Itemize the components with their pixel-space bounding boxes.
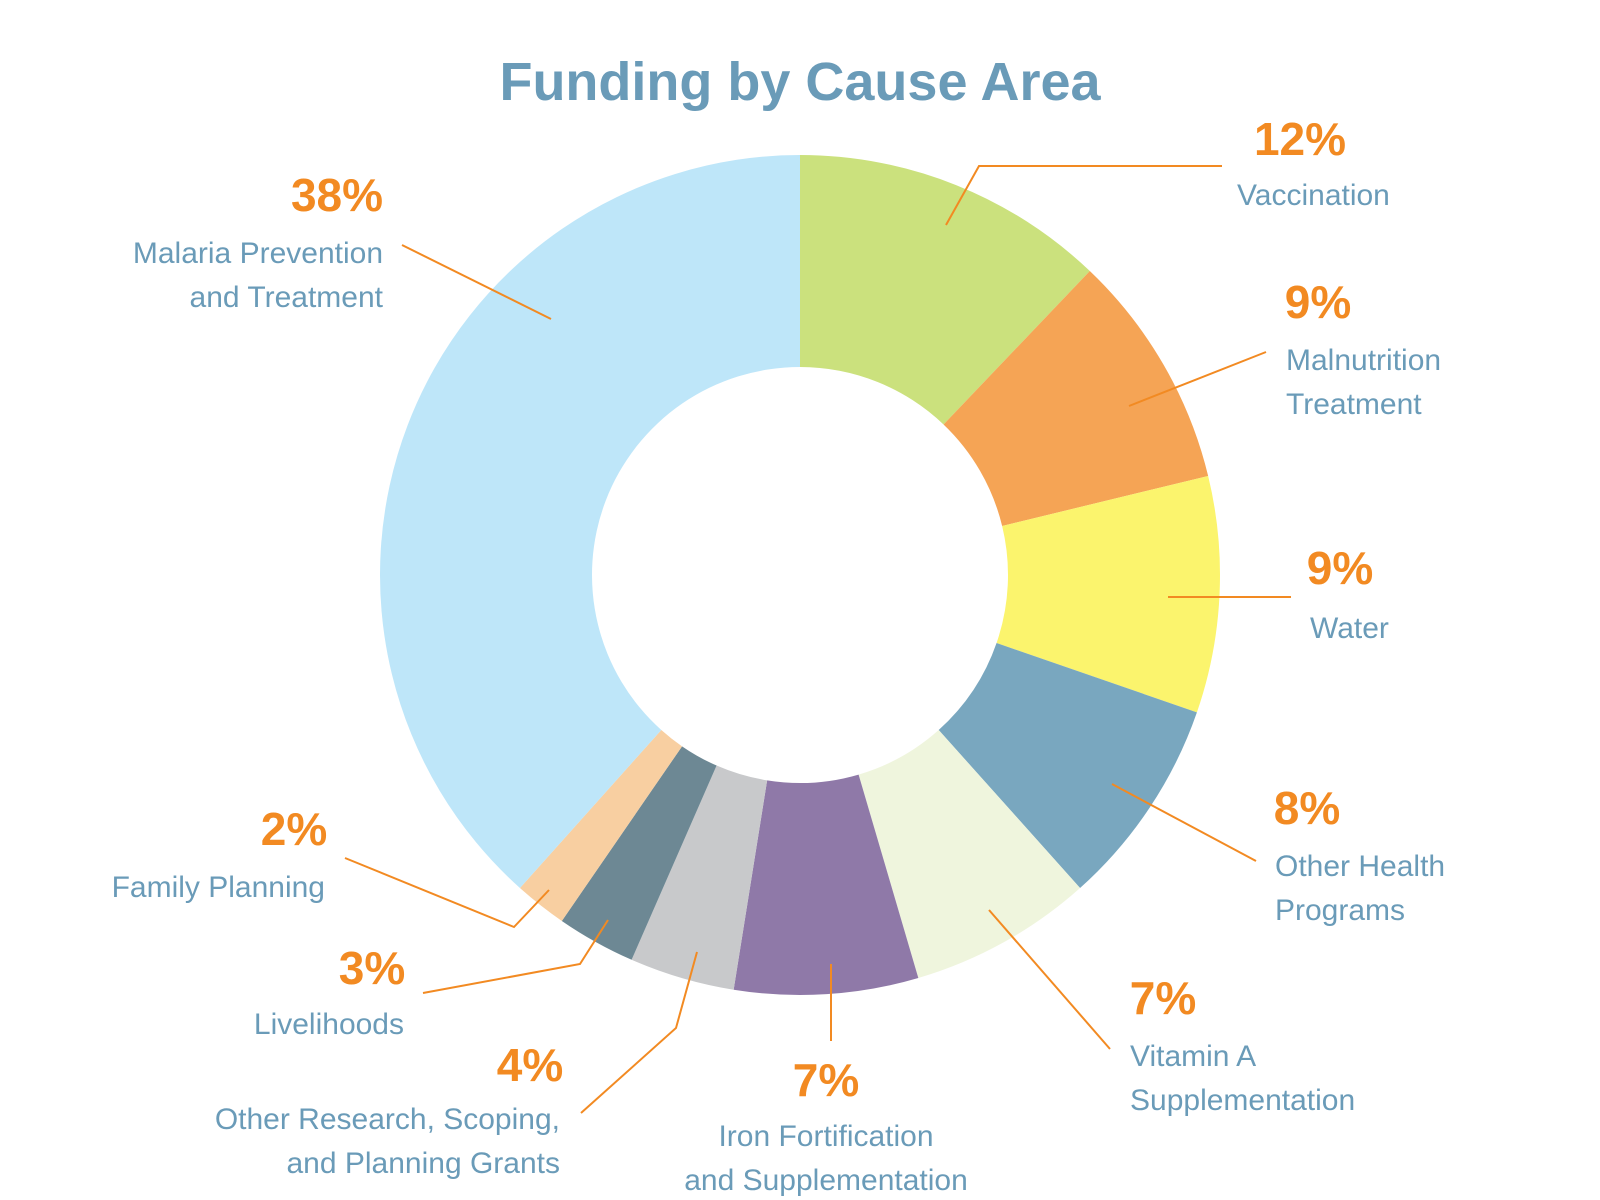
percent-label: 38% — [291, 169, 383, 221]
leader-line — [422, 919, 609, 994]
percent-label: 12% — [1254, 113, 1346, 165]
leader-line — [988, 909, 1111, 1050]
category-label: Vitamin A Supplementation — [1130, 1040, 1355, 1117]
slice-other-research-scoping-and-planning-grants — [631, 765, 768, 990]
percent-label: 9% — [1285, 276, 1351, 328]
category-label: Iron Fortification and Supplementation — [684, 1120, 968, 1197]
percent-label: 9% — [1307, 542, 1373, 594]
slice-malnutrition-treatment — [943, 271, 1209, 526]
category-label: Water — [1310, 612, 1389, 645]
slice-iron-fortification-and-supplementation — [733, 774, 919, 995]
leader-line — [1111, 783, 1257, 862]
slice-livelihoods — [561, 746, 717, 960]
slice-water — [996, 475, 1221, 713]
percent-label: 7% — [1130, 972, 1196, 1024]
percent-label: 4% — [497, 1039, 563, 1091]
category-label: Livelihoods — [254, 1008, 404, 1041]
slice-labels: 12% Vaccination 9% Malnutrition Treatment 9% W… — [112, 113, 1446, 1197]
slice-malaria-prevention-and-treatment — [379, 155, 800, 889]
category-label: Vaccination — [1237, 179, 1390, 212]
slice-other-health-programs — [938, 643, 1197, 889]
chart-title: Funding by Cause Area — [499, 52, 1101, 112]
leader-lines — [344, 165, 1291, 1114]
percent-label: 3% — [339, 942, 405, 994]
category-label: Other Research, Scoping, and Planning Gra… — [215, 1103, 560, 1180]
donut-slices — [379, 155, 1221, 995]
category-label: Malaria Prevention and Treatment — [133, 237, 384, 314]
slice-vaccination — [800, 155, 1090, 425]
leader-line — [1128, 351, 1267, 407]
leader-line — [945, 165, 1222, 226]
percent-label: 2% — [261, 803, 327, 855]
leader-line — [401, 244, 552, 320]
category-label: Malnutrition Treatment — [1286, 344, 1441, 421]
category-label: Family Planning — [112, 871, 325, 904]
slice-vitamin-a-supplementation — [858, 730, 1081, 978]
percent-label: 8% — [1274, 782, 1340, 834]
leader-line — [580, 951, 698, 1114]
percent-label: 7% — [793, 1054, 859, 1106]
slice-family-planning — [519, 730, 683, 921]
leader-line — [344, 857, 550, 929]
category-label: Other Health Programs — [1275, 850, 1445, 927]
